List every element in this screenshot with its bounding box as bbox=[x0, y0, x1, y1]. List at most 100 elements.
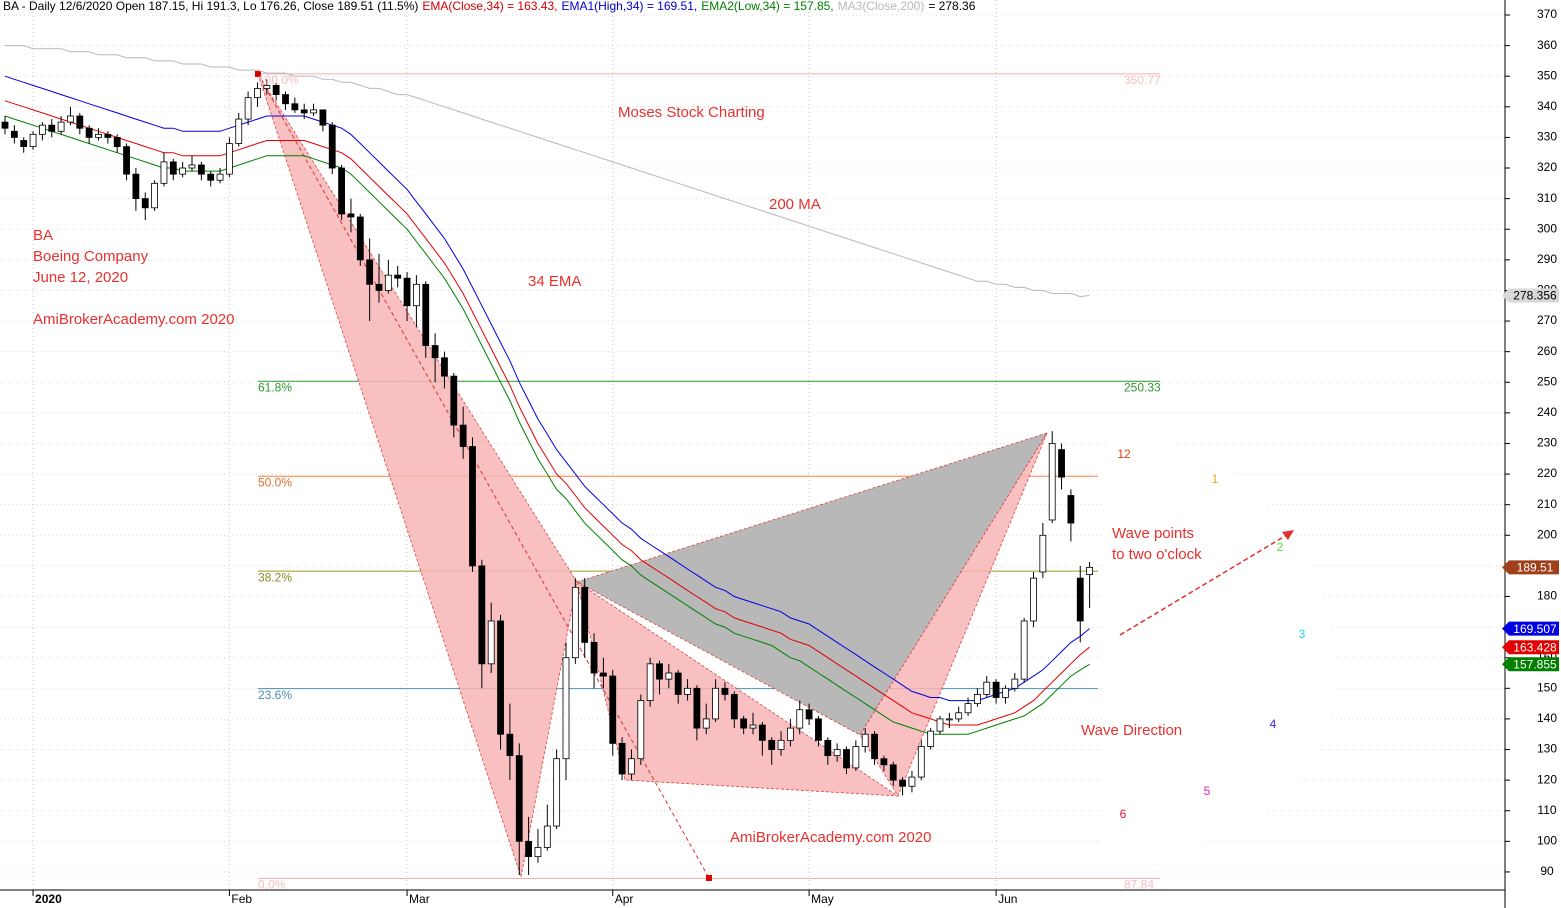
x-tick-label: 2020 bbox=[35, 892, 62, 906]
candle-body bbox=[188, 164, 196, 169]
grid bbox=[0, 0, 1505, 890]
arrow-head bbox=[1282, 530, 1294, 540]
fib-anchor bbox=[706, 875, 712, 881]
candle-body bbox=[955, 712, 963, 720]
annotation: 200 MA bbox=[769, 196, 821, 213]
candle-body bbox=[10, 130, 18, 138]
y-tick-label: 240 bbox=[1537, 405, 1557, 419]
annotation: Moses Stock Charting bbox=[618, 104, 765, 121]
candle-body bbox=[515, 755, 523, 842]
candle-body bbox=[328, 124, 336, 169]
candle-body bbox=[225, 143, 233, 175]
header-part: EMA2(Low,34) = 157.85, bbox=[701, 0, 833, 13]
candle-body bbox=[824, 739, 832, 757]
candle-body bbox=[637, 700, 645, 760]
candle-body bbox=[945, 718, 953, 721]
header-part: MA3(Close,200) bbox=[838, 0, 925, 13]
candle-body bbox=[310, 109, 317, 114]
candle-body bbox=[366, 259, 374, 285]
y-tick-label: 140 bbox=[1537, 711, 1557, 725]
y-tick-label: 360 bbox=[1537, 38, 1557, 52]
x-tick-label: Mar bbox=[409, 892, 430, 906]
fib-label: 50.0% bbox=[258, 475, 292, 489]
candle-body bbox=[534, 847, 542, 858]
annotation: AmiBrokerAcademy.com 2020 bbox=[33, 311, 234, 328]
clock-number: 1 bbox=[1212, 472, 1219, 486]
price-badge bbox=[1502, 621, 1559, 636]
y-tick-label: 230 bbox=[1537, 436, 1557, 450]
pattern-triangle bbox=[859, 432, 1048, 797]
price-badge-label: 163.428 bbox=[1513, 640, 1557, 654]
candle-body bbox=[394, 274, 402, 279]
candle-body bbox=[506, 733, 514, 757]
candle-body bbox=[244, 97, 252, 120]
candle-body bbox=[721, 687, 729, 695]
y-tick-label: 150 bbox=[1537, 680, 1557, 694]
candle-body bbox=[628, 758, 635, 775]
clock-number: 6 bbox=[1120, 807, 1127, 821]
candle-body bbox=[384, 274, 392, 291]
candle-body bbox=[216, 173, 224, 181]
candle-body bbox=[581, 586, 589, 643]
y-tick-label: 110 bbox=[1537, 803, 1556, 817]
candle-body bbox=[235, 118, 243, 144]
annotation: AmiBrokerAcademy.com 2020 bbox=[730, 829, 931, 846]
candle-body bbox=[497, 620, 504, 735]
candle-body bbox=[291, 103, 299, 111]
candle-body bbox=[422, 283, 430, 346]
candle-body bbox=[160, 161, 168, 184]
candle-body bbox=[356, 216, 364, 261]
candle-body bbox=[263, 84, 271, 89]
candle-body bbox=[571, 586, 579, 659]
fib-label: 61.8% bbox=[258, 380, 292, 394]
annotation: to two o'clock bbox=[1112, 546, 1202, 563]
indicator-line bbox=[4, 75, 1090, 702]
y-tick-label: 210 bbox=[1537, 497, 1557, 511]
candle-body bbox=[169, 161, 177, 175]
fib-value: 350.77 bbox=[1124, 73, 1161, 87]
candle-body bbox=[197, 164, 205, 175]
y-tick-label: 290 bbox=[1537, 252, 1557, 266]
y-tick-label: 270 bbox=[1537, 313, 1557, 327]
price-badge-label: 157.855 bbox=[1513, 657, 1557, 671]
fib-label: 23.6% bbox=[258, 688, 292, 702]
candle-body bbox=[871, 733, 878, 760]
candle-body bbox=[805, 709, 813, 720]
y-tick-label: 100 bbox=[1537, 834, 1557, 848]
candle-body bbox=[1086, 566, 1093, 576]
candle-body bbox=[899, 779, 906, 787]
y-tick-label: 220 bbox=[1537, 466, 1557, 480]
candle-body bbox=[412, 283, 420, 307]
candle-body bbox=[861, 733, 869, 747]
clock-number: 3 bbox=[1299, 627, 1306, 641]
candle-body bbox=[1, 121, 9, 129]
price-badge bbox=[1502, 560, 1559, 575]
y-tick-label: 250 bbox=[1537, 374, 1557, 388]
candle-body bbox=[403, 277, 411, 307]
candle-body bbox=[123, 146, 130, 175]
header: BA - Daily 12/6/2020 Open 187.15, Hi 191… bbox=[3, 0, 976, 13]
annotation: Wave points bbox=[1112, 525, 1194, 542]
price-badge-label: 169.507 bbox=[1513, 622, 1557, 636]
candle-body bbox=[151, 182, 159, 209]
candle-body bbox=[815, 718, 822, 741]
candle-body bbox=[787, 727, 794, 741]
candle-body bbox=[693, 687, 701, 729]
price-badge-label: 189.51 bbox=[1517, 561, 1554, 575]
candle-body bbox=[1002, 687, 1009, 698]
candle-body bbox=[431, 345, 439, 359]
candle-body bbox=[749, 724, 757, 729]
indicator-line bbox=[4, 100, 1090, 726]
candle-body bbox=[57, 121, 65, 132]
y-tick-label: 300 bbox=[1537, 221, 1557, 235]
candle-body bbox=[254, 88, 261, 99]
annotation: 34 EMA bbox=[528, 273, 581, 290]
candle-body bbox=[684, 687, 691, 695]
fib-anchor bbox=[255, 71, 261, 77]
candle-body bbox=[983, 681, 991, 695]
candle-body bbox=[272, 84, 280, 95]
candle-body bbox=[347, 213, 355, 218]
candle-body bbox=[132, 173, 140, 200]
candle-body bbox=[450, 375, 458, 426]
candle-body bbox=[964, 703, 972, 714]
